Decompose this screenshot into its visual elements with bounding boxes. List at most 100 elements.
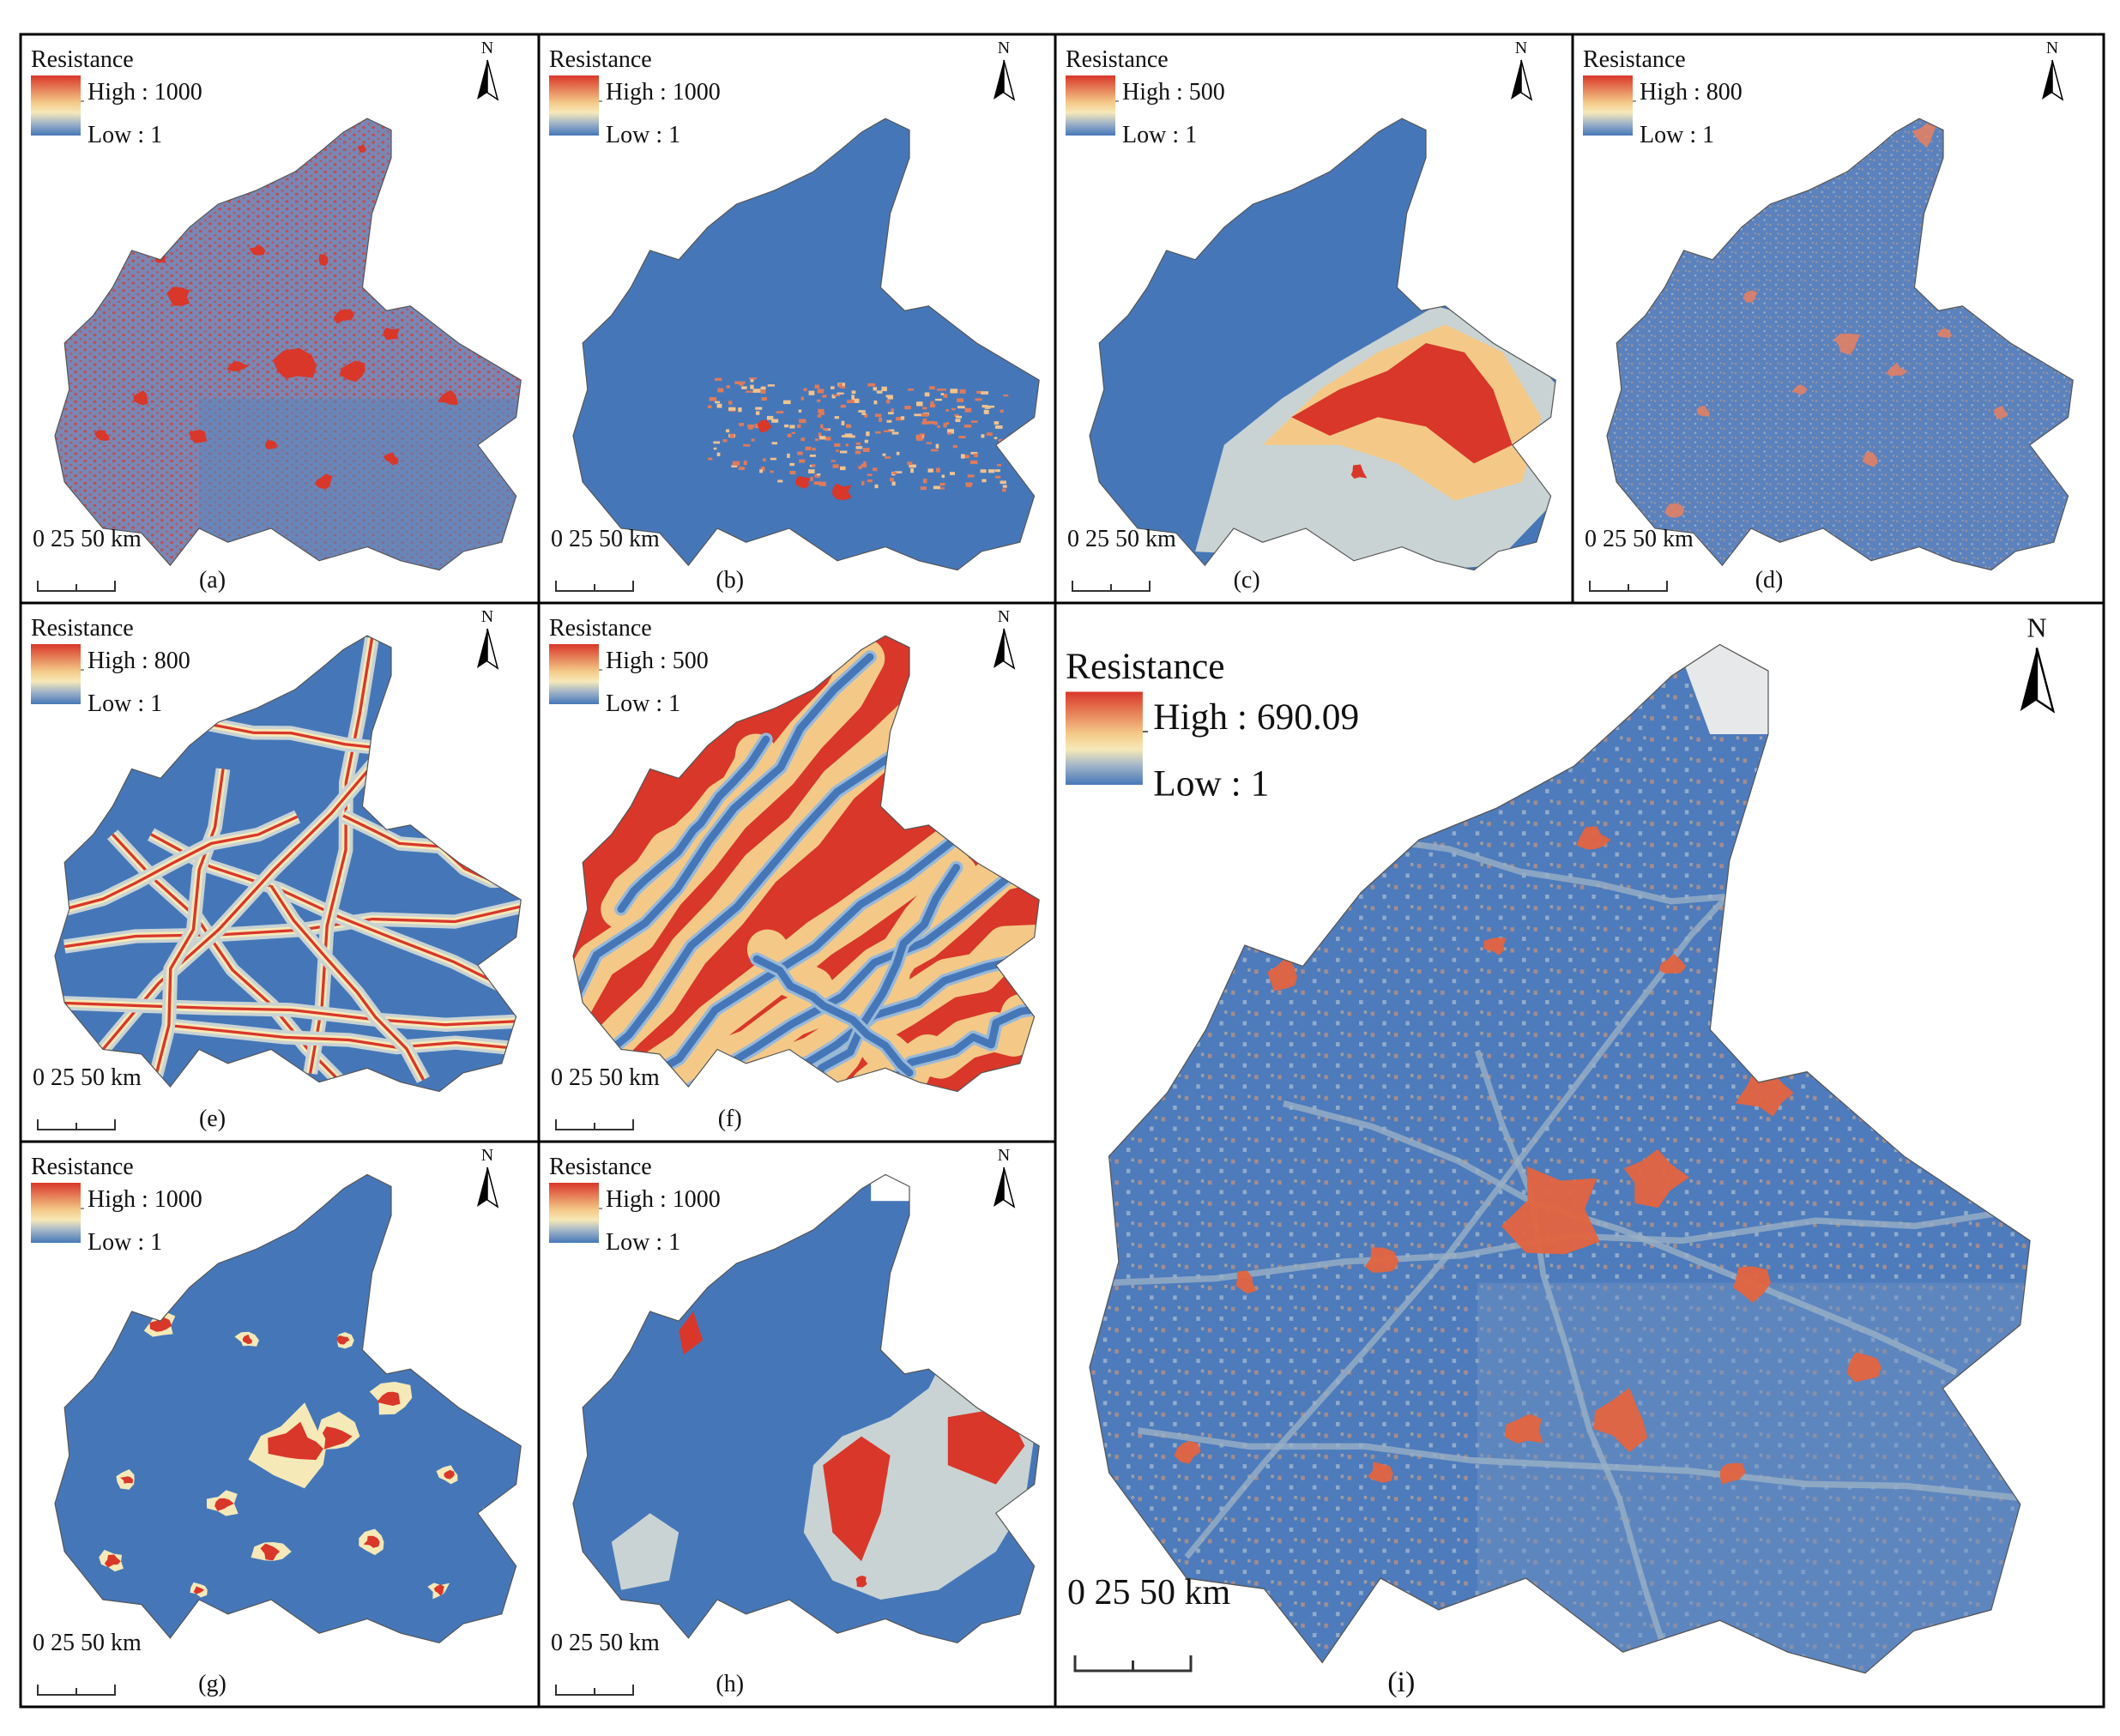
legend-title: Resistance [31, 615, 134, 642]
legend-title: Resistance [549, 615, 652, 642]
legend-low-label: Low : 1 [1122, 122, 1197, 148]
scale-bar-label: 0 25 50 km [33, 526, 142, 552]
north-label: N [481, 39, 493, 57]
legend-low-label: Low : 1 [88, 122, 162, 148]
north-label: N [2026, 612, 2046, 643]
legend-title: Resistance [549, 1154, 652, 1180]
panel-grid [19, 33, 2105, 1709]
north-label: N [481, 1146, 493, 1165]
legend: Resistance High : 1000 Low : 1 [31, 1154, 202, 1256]
map-c [1089, 118, 1556, 571]
region-outline [54, 1173, 522, 1644]
north-label: N [481, 607, 493, 626]
panel-h: Resistance High : 1000 Low : 1 N 0 25 50 km (… [549, 1146, 1040, 1697]
legend-color-ramp [1066, 691, 1143, 785]
legend: Resistance High : 1000 Low : 1 [549, 1154, 721, 1256]
legend-title: Resistance [1066, 46, 1169, 73]
region-outline [54, 118, 522, 571]
north-arrow-icon: N [2020, 612, 2056, 714]
panel-f: Resistance High : 500 Low : 1 N 0 25 50 km (f… [549, 607, 1040, 1132]
scale-bar: 0 25 50 km [33, 1064, 142, 1130]
legend-high-label: High : 1000 [606, 1186, 721, 1213]
scale-bar: 0 25 50 km [551, 1064, 660, 1130]
scale-bar-label: 0 25 50 km [1067, 526, 1176, 552]
scale-bar: 0 25 50 km [1067, 526, 1176, 592]
region-outline [1089, 118, 1556, 571]
panel-caption: (f) [718, 1106, 742, 1132]
panel-caption: (a) [199, 567, 226, 594]
legend-high-label: High : 800 [1640, 79, 1743, 105]
legend: Resistance High : 800 Low : 1 [1583, 46, 1743, 148]
map-d [1606, 118, 2074, 571]
panel-caption: (e) [199, 1106, 226, 1132]
north-arrow-icon: N [2042, 39, 2064, 101]
legend-color-ramp [31, 1183, 81, 1243]
map-raster [1607, 118, 2074, 570]
legend-color-ramp [549, 75, 599, 136]
scale-bar-label: 0 25 50 km [33, 1064, 142, 1091]
legend-high-label: High : 500 [606, 648, 709, 674]
map-raster [55, 118, 522, 570]
legend-low-label: Low : 1 [1153, 763, 1269, 804]
north-label: N [998, 1146, 1010, 1165]
north-arrow-icon: N [477, 607, 499, 670]
panel-i: Resistance High : 690.09 Low : 1 N 0 25 50 k… [1066, 612, 2056, 1698]
panel-caption: (d) [1755, 567, 1784, 594]
north-arrow-icon: N [994, 39, 1016, 101]
legend: Resistance High : 1000 Low : 1 [31, 46, 202, 148]
legend-low-label: Low : 1 [606, 690, 680, 717]
legend-title: Resistance [31, 1154, 134, 1180]
legend-color-ramp [1583, 75, 1633, 136]
panel-caption: (c) [1234, 567, 1260, 594]
panel-caption: (b) [716, 567, 744, 594]
legend-high-label: High : 1000 [88, 1186, 202, 1213]
region-outline [572, 635, 1040, 1093]
scale-bar-label: 0 25 50 km [1585, 526, 1694, 552]
legend-title: Resistance [1583, 46, 1686, 73]
north-label: N [998, 39, 1010, 57]
panel-c: Resistance High : 500 Low : 1 N 0 25 50 km (c… [1066, 39, 1556, 594]
legend-color-ramp [549, 644, 599, 704]
legend-color-ramp [31, 644, 81, 704]
legend: Resistance High : 690.09 Low : 1 [1066, 646, 1359, 804]
north-arrow-icon: N [477, 39, 499, 101]
legend: Resistance High : 800 Low : 1 [31, 615, 190, 717]
north-arrow-icon: N [1511, 39, 1533, 101]
scale-bar: 0 25 50 km [33, 1630, 142, 1696]
region-outline [572, 118, 1040, 571]
legend: Resistance High : 1000 Low : 1 [549, 46, 721, 148]
region-outline [54, 635, 522, 1093]
panel-caption: (i) [1387, 1667, 1415, 1698]
legend-title: Resistance [31, 46, 134, 73]
map-a [54, 118, 522, 571]
panel-caption: (g) [198, 1671, 226, 1697]
legend-high-label: High : 1000 [88, 79, 202, 105]
legend-title: Resistance [1066, 646, 1225, 687]
scale-bar-label: 0 25 50 km [1067, 1573, 1231, 1612]
north-label: N [1515, 39, 1527, 57]
scale-bar: 0 25 50 km [551, 526, 660, 592]
map-b [572, 118, 1040, 571]
scale-bar-label: 0 25 50 km [551, 1630, 660, 1656]
scale-bar-label: 0 25 50 km [551, 1064, 660, 1091]
panel-a: Resistance High : 1000 Low : 1 N 0 25 50 km (… [31, 39, 522, 594]
legend-low-label: Low : 1 [606, 122, 680, 148]
region-outline [572, 1173, 1040, 1644]
scale-bar-label: 0 25 50 km [33, 1630, 142, 1656]
legend-low-label: Low : 1 [606, 1229, 680, 1256]
legend-color-ramp [1066, 75, 1115, 136]
legend-high-label: High : 800 [88, 648, 190, 674]
legend-title: Resistance [549, 46, 652, 73]
scale-bar: 0 25 50 km [1067, 1573, 1231, 1673]
legend: Resistance High : 500 Low : 1 [549, 615, 709, 717]
legend-low-label: Low : 1 [88, 1229, 162, 1256]
legend: Resistance High : 500 Low : 1 [1066, 46, 1225, 148]
map-raster [1090, 118, 1556, 570]
scale-bar: 0 25 50 km [1585, 526, 1694, 592]
legend-color-ramp [549, 1183, 599, 1243]
panels-layer: Resistance High : 1000 Low : 1 N 0 25 50 km (… [31, 39, 2074, 1698]
legend-low-label: Low : 1 [88, 690, 162, 717]
legend-high-label: High : 500 [1122, 79, 1225, 105]
panel-e: Resistance High : 800 Low : 1 N 0 25 50 km (e… [31, 607, 522, 1132]
